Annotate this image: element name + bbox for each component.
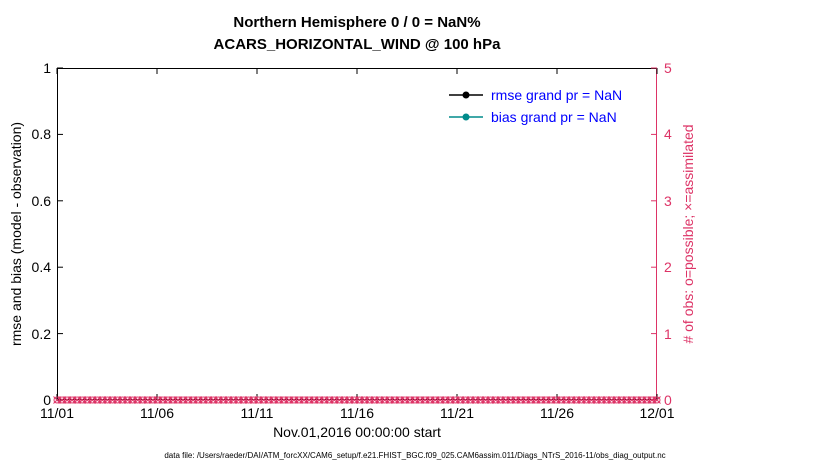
chart-title: Northern Hemisphere 0 / 0 = NaN% (233, 14, 481, 31)
legend-item-rmse: rmse grand pr = NaN (449, 84, 622, 106)
x-tick-label: 11/06 (140, 405, 174, 421)
right-tick-label: 3 (664, 192, 672, 209)
left-tick-label: 0 (43, 392, 51, 408)
left-tick-label: 0.2 (31, 325, 51, 342)
x-axis-label: Nov.01,2016 00:00:00 start (273, 424, 441, 440)
right-tick-label: 1 (664, 325, 672, 342)
legend-label-bias: bias grand pr = NaN (491, 109, 617, 125)
left-tick-label: 0.4 (31, 259, 51, 276)
left-tick-label: 0.8 (31, 126, 51, 143)
x-tick-label: 11/26 (540, 405, 574, 421)
left-axis-label: rmse and bias (model - observation) (8, 121, 24, 347)
right-tick-label: 5 (664, 60, 672, 76)
x-tick-label: 11/16 (340, 405, 374, 421)
right-tick-label: 4 (664, 126, 672, 143)
legend-label-rmse: rmse grand pr = NaN (491, 87, 623, 103)
right-axis-label: # of obs: o=possible; ×=assimilated (680, 124, 696, 344)
legend: rmse grand pr = NaN bias grand pr = NaN (449, 84, 622, 128)
chart-subtitle: ACARS_HORIZONTAL_WIND @ 100 hPa (213, 36, 501, 53)
data-file-caption: data file: /Users/raeder/DAI/ATM_forcXX/… (164, 451, 666, 460)
plot-area (57, 68, 657, 400)
left-tick-label: 1 (43, 60, 51, 76)
legend-item-bias: bias grand pr = NaN (449, 106, 622, 128)
x-tick-label: 11/21 (440, 405, 474, 421)
right-tick-label: 2 (664, 259, 672, 276)
rmse-legend-marker (449, 91, 483, 99)
x-tick-label: 11/11 (240, 405, 274, 421)
x-tick-label: 12/01 (639, 405, 675, 421)
x-tick-label: 11/01 (40, 405, 74, 421)
bias-legend-marker (449, 113, 483, 121)
right-tick-label: 0 (664, 392, 672, 408)
left-tick-label: 0.6 (31, 192, 51, 209)
